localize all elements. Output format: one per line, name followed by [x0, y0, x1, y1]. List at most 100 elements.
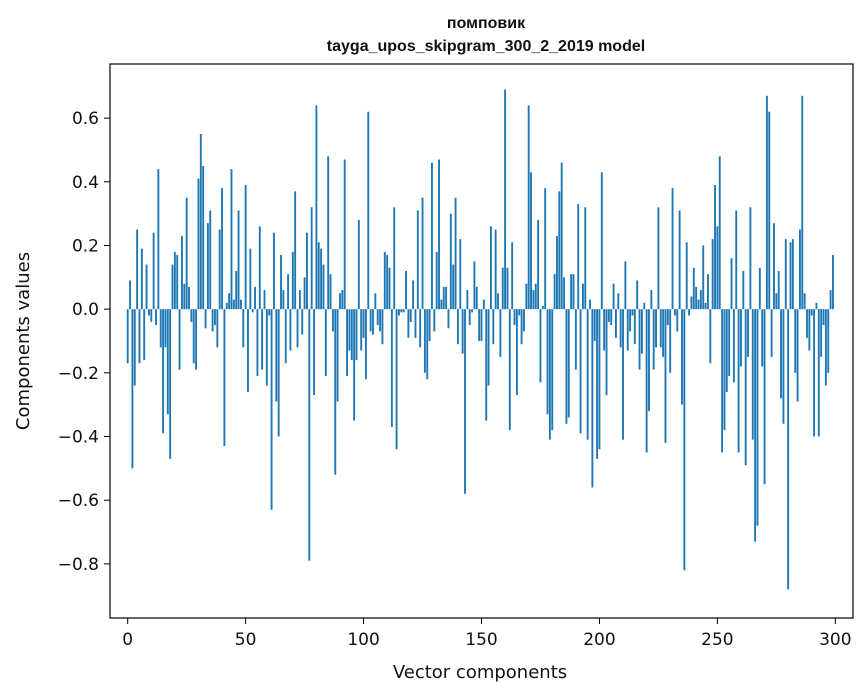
- bar-156: [494, 229, 497, 310]
- bar-216: [636, 280, 639, 310]
- x-tick-label: 200: [583, 630, 615, 650]
- bar-246: [706, 274, 709, 310]
- bar-249: [714, 184, 716, 310]
- bar-215: [633, 309, 636, 345]
- bar-204: [607, 309, 610, 322]
- bar-83: [322, 264, 325, 310]
- bar-278: [782, 309, 785, 424]
- bar-33: [204, 309, 207, 329]
- bar-107: [379, 309, 382, 332]
- bar-94: [348, 309, 351, 351]
- bar-67: [284, 309, 287, 364]
- bar-254: [725, 309, 728, 392]
- bar-98: [357, 220, 360, 310]
- bar-2: [131, 309, 134, 469]
- bar-192: [579, 309, 582, 434]
- bar-48: [239, 299, 242, 310]
- bar-250: [716, 226, 719, 310]
- bar-39: [218, 229, 221, 310]
- bar-159: [501, 267, 504, 310]
- bar-150: [480, 309, 483, 341]
- bar-111: [388, 267, 391, 310]
- bar-257: [732, 309, 735, 383]
- bar-173: [534, 283, 537, 310]
- bar-267: [756, 309, 759, 526]
- bar-123: [416, 210, 419, 310]
- bar-126: [423, 309, 426, 373]
- bar-147: [473, 261, 476, 310]
- bar-227: [662, 309, 665, 357]
- bar-52: [249, 248, 252, 310]
- bar-236: [683, 309, 686, 571]
- bar-117: [402, 309, 405, 313]
- bar-196: [589, 299, 591, 310]
- bar-180: [551, 309, 554, 431]
- bar-8: [145, 264, 148, 310]
- bar-21: [176, 255, 179, 310]
- x-tick-label: 50: [235, 630, 257, 650]
- bar-104: [372, 309, 374, 335]
- bar-103: [369, 309, 372, 332]
- bar-299: [832, 255, 834, 310]
- bar-271: [765, 95, 768, 310]
- bar-64: [277, 309, 280, 437]
- bar-102: [367, 111, 370, 310]
- bar-106: [376, 309, 379, 326]
- x-tick-label: 0: [122, 630, 133, 650]
- bar-285: [798, 229, 801, 310]
- bar-223: [652, 309, 655, 370]
- bar-12: [155, 309, 157, 326]
- bar-170: [527, 105, 530, 310]
- y-tick-label: 0.6: [72, 109, 99, 129]
- bar-214: [631, 309, 634, 316]
- bar-60: [268, 309, 271, 316]
- bar-130: [433, 309, 436, 332]
- bar-138: [452, 264, 455, 310]
- x-tick-label: 300: [819, 630, 851, 650]
- bar-78: [310, 207, 313, 310]
- bar-219: [643, 302, 646, 310]
- x-axis-label: Vector components: [393, 662, 567, 683]
- bar-99: [360, 309, 363, 351]
- bar-16: [164, 309, 167, 348]
- bar-137: [449, 213, 452, 310]
- bar-31: [199, 134, 202, 310]
- bar-207: [615, 309, 617, 338]
- bar-164: [513, 309, 516, 326]
- bar-217: [638, 309, 641, 370]
- bar-110: [386, 255, 389, 310]
- bar-92: [343, 159, 346, 310]
- y-tick-label: 0.0: [72, 300, 99, 320]
- bar-161: [506, 267, 509, 310]
- bar-197: [591, 309, 594, 488]
- bar-148: [475, 286, 478, 310]
- bar-200: [598, 309, 601, 450]
- y-tick-label: 0.2: [72, 236, 99, 256]
- bar-266: [754, 309, 757, 542]
- bar-68: [287, 274, 290, 310]
- bar-23: [181, 235, 183, 310]
- bar-288: [806, 309, 808, 338]
- bar-255: [728, 309, 731, 377]
- bar-71: [294, 191, 297, 310]
- bar-58: [263, 290, 266, 310]
- bar-125: [421, 197, 424, 310]
- bar-230: [669, 309, 672, 373]
- bar-119: [407, 309, 410, 338]
- bar-80: [315, 105, 318, 310]
- bar-186: [565, 309, 568, 424]
- bar-232: [673, 309, 676, 316]
- bar-176: [541, 305, 544, 310]
- bar-93: [346, 309, 348, 377]
- bar-245: [704, 302, 707, 310]
- bar-37: [214, 309, 216, 326]
- bar-141: [459, 239, 462, 310]
- bar-46: [235, 270, 238, 310]
- bar-89: [336, 309, 339, 402]
- bar-280: [787, 309, 790, 590]
- bar-234: [678, 210, 681, 310]
- bar-238: [688, 309, 691, 316]
- bar-163: [511, 242, 514, 310]
- bar-139: [454, 197, 457, 310]
